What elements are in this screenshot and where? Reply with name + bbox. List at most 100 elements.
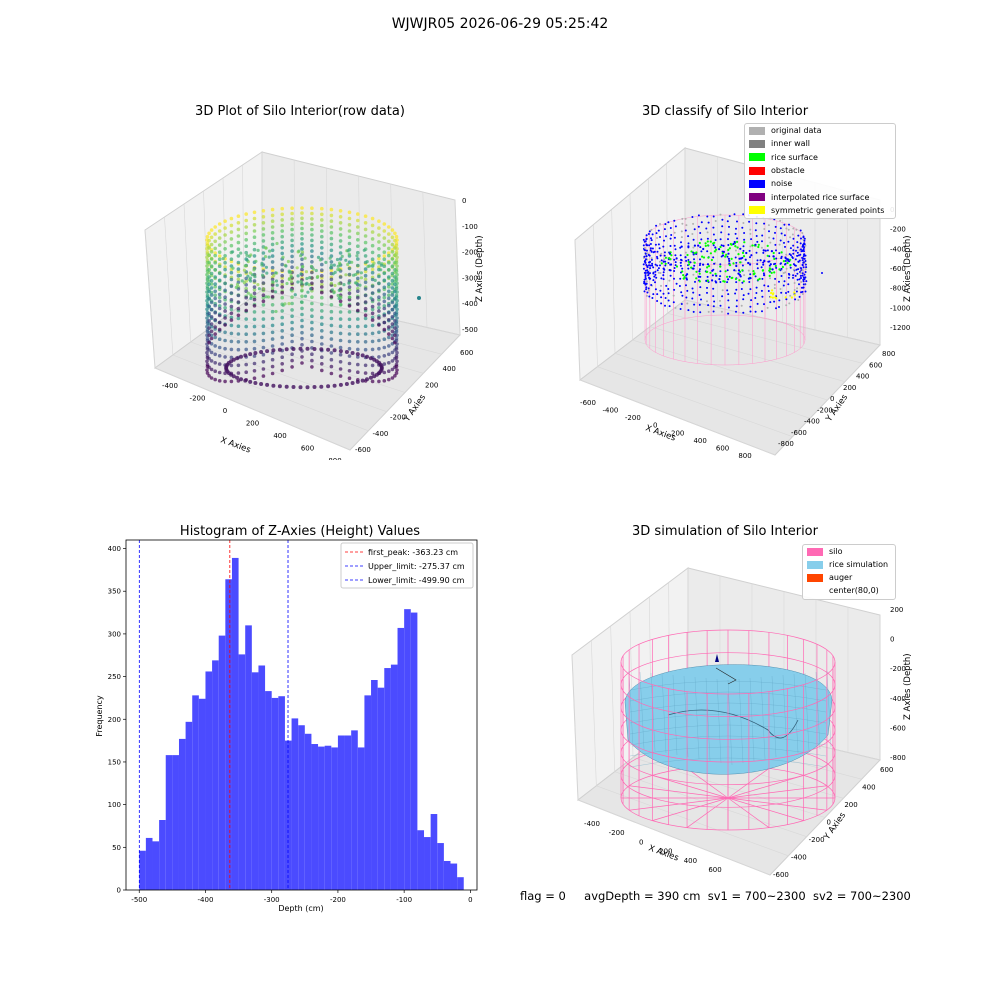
scatter-point <box>387 282 391 286</box>
scatter-point <box>724 255 727 258</box>
scatter-point <box>370 223 375 228</box>
scatter-point <box>338 251 343 255</box>
scatter-point <box>270 242 275 247</box>
scatter-point <box>287 269 291 273</box>
scatter-point <box>728 215 731 218</box>
scatter-point <box>300 282 304 286</box>
scatter-point <box>393 231 397 236</box>
scatter-point <box>356 308 360 313</box>
scatter-point <box>339 302 343 307</box>
scatter-point <box>254 259 258 263</box>
scatter-point <box>244 324 248 329</box>
scatter-point <box>778 299 781 302</box>
scatter-point <box>318 258 322 262</box>
legend-label: silo <box>829 547 843 556</box>
scatter-point <box>659 289 662 292</box>
scatter-point <box>673 219 676 222</box>
scatter-point <box>338 310 343 314</box>
scatter-point <box>764 249 767 252</box>
scatter-point <box>217 250 222 254</box>
scatter-point <box>356 355 360 359</box>
scatter-point <box>390 336 395 341</box>
scatter-point <box>213 246 217 251</box>
scatter-point <box>265 271 269 275</box>
y-tick-label: 0 <box>827 819 831 827</box>
scatter-point <box>205 356 210 360</box>
scatter-point <box>737 269 741 272</box>
scatter-point <box>310 211 314 216</box>
scatter-point <box>783 234 786 237</box>
scatter-point <box>290 254 294 259</box>
scatter-point <box>209 333 214 338</box>
scatter-point <box>217 313 222 318</box>
x-tick-label: -500 <box>131 896 147 904</box>
scatter-point <box>205 278 210 282</box>
histogram-bar <box>139 850 146 890</box>
scatter-point <box>261 299 266 303</box>
scatter-point <box>205 316 209 320</box>
scatter-point <box>248 352 253 357</box>
scatter-point <box>759 259 762 262</box>
scatter-point <box>253 351 258 355</box>
scatter-point <box>387 296 391 301</box>
scatter-point <box>660 296 663 299</box>
scatter-point <box>360 378 365 383</box>
scatter-point <box>394 252 399 256</box>
scatter-point <box>652 251 655 254</box>
scatter-point <box>390 228 395 232</box>
grid-line <box>164 216 174 356</box>
scatter-point <box>761 310 763 313</box>
scatter-point <box>213 253 217 258</box>
scatter-point <box>706 244 710 247</box>
scatter-point <box>390 359 395 363</box>
scatter-point <box>329 337 334 341</box>
histogram-bar <box>457 877 464 890</box>
scatter-point <box>660 252 663 255</box>
grid-line <box>593 224 598 367</box>
scatter-point <box>681 294 684 297</box>
scatter-point <box>719 304 722 307</box>
scatter-point <box>370 291 375 295</box>
scatter-point <box>732 242 735 246</box>
scatter-point <box>300 336 304 341</box>
scatter-point <box>778 280 780 283</box>
scatter-point <box>714 220 717 222</box>
scatter-point <box>778 306 780 308</box>
scatter-point <box>347 324 352 329</box>
scatter-point <box>772 251 775 255</box>
legend-swatch <box>807 547 823 556</box>
simulation-legend: silo rice simulation auger center(80,0) <box>802 544 896 600</box>
scatter-point <box>329 351 334 355</box>
scatter-point <box>802 236 805 239</box>
scatter-point <box>338 209 343 213</box>
scatter-point <box>680 230 683 233</box>
scatter-point <box>804 260 807 262</box>
scatter-point <box>223 240 227 244</box>
scatter-point <box>749 232 752 235</box>
scatter-point <box>706 231 709 234</box>
scatter-point <box>753 272 756 275</box>
scatter-point <box>712 244 715 247</box>
scatter-point <box>297 249 301 253</box>
scatter-point <box>775 297 778 300</box>
scatter-point <box>363 347 368 352</box>
scatter-point <box>363 214 368 218</box>
scatter-point <box>223 233 227 237</box>
scatter-point <box>750 238 753 241</box>
scatter-point <box>766 249 769 252</box>
scatter-point <box>802 261 805 264</box>
scatter-point <box>217 271 222 276</box>
scatter-point <box>217 362 222 366</box>
scatter-point <box>679 308 682 310</box>
scatter-point <box>236 260 241 265</box>
scatter-point <box>387 246 391 251</box>
scatter-point <box>329 303 334 307</box>
scatter-point <box>290 295 294 299</box>
scatter-point <box>248 276 253 280</box>
legend-label: rice simulation <box>829 560 889 569</box>
scatter-point <box>363 340 368 344</box>
scatter-point <box>390 257 395 261</box>
scatter-point <box>735 288 738 291</box>
scatter-point <box>644 277 647 280</box>
scatter-point <box>277 384 282 389</box>
